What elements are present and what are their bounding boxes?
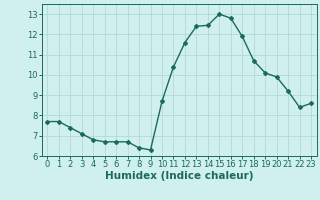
X-axis label: Humidex (Indice chaleur): Humidex (Indice chaleur) bbox=[105, 171, 253, 181]
